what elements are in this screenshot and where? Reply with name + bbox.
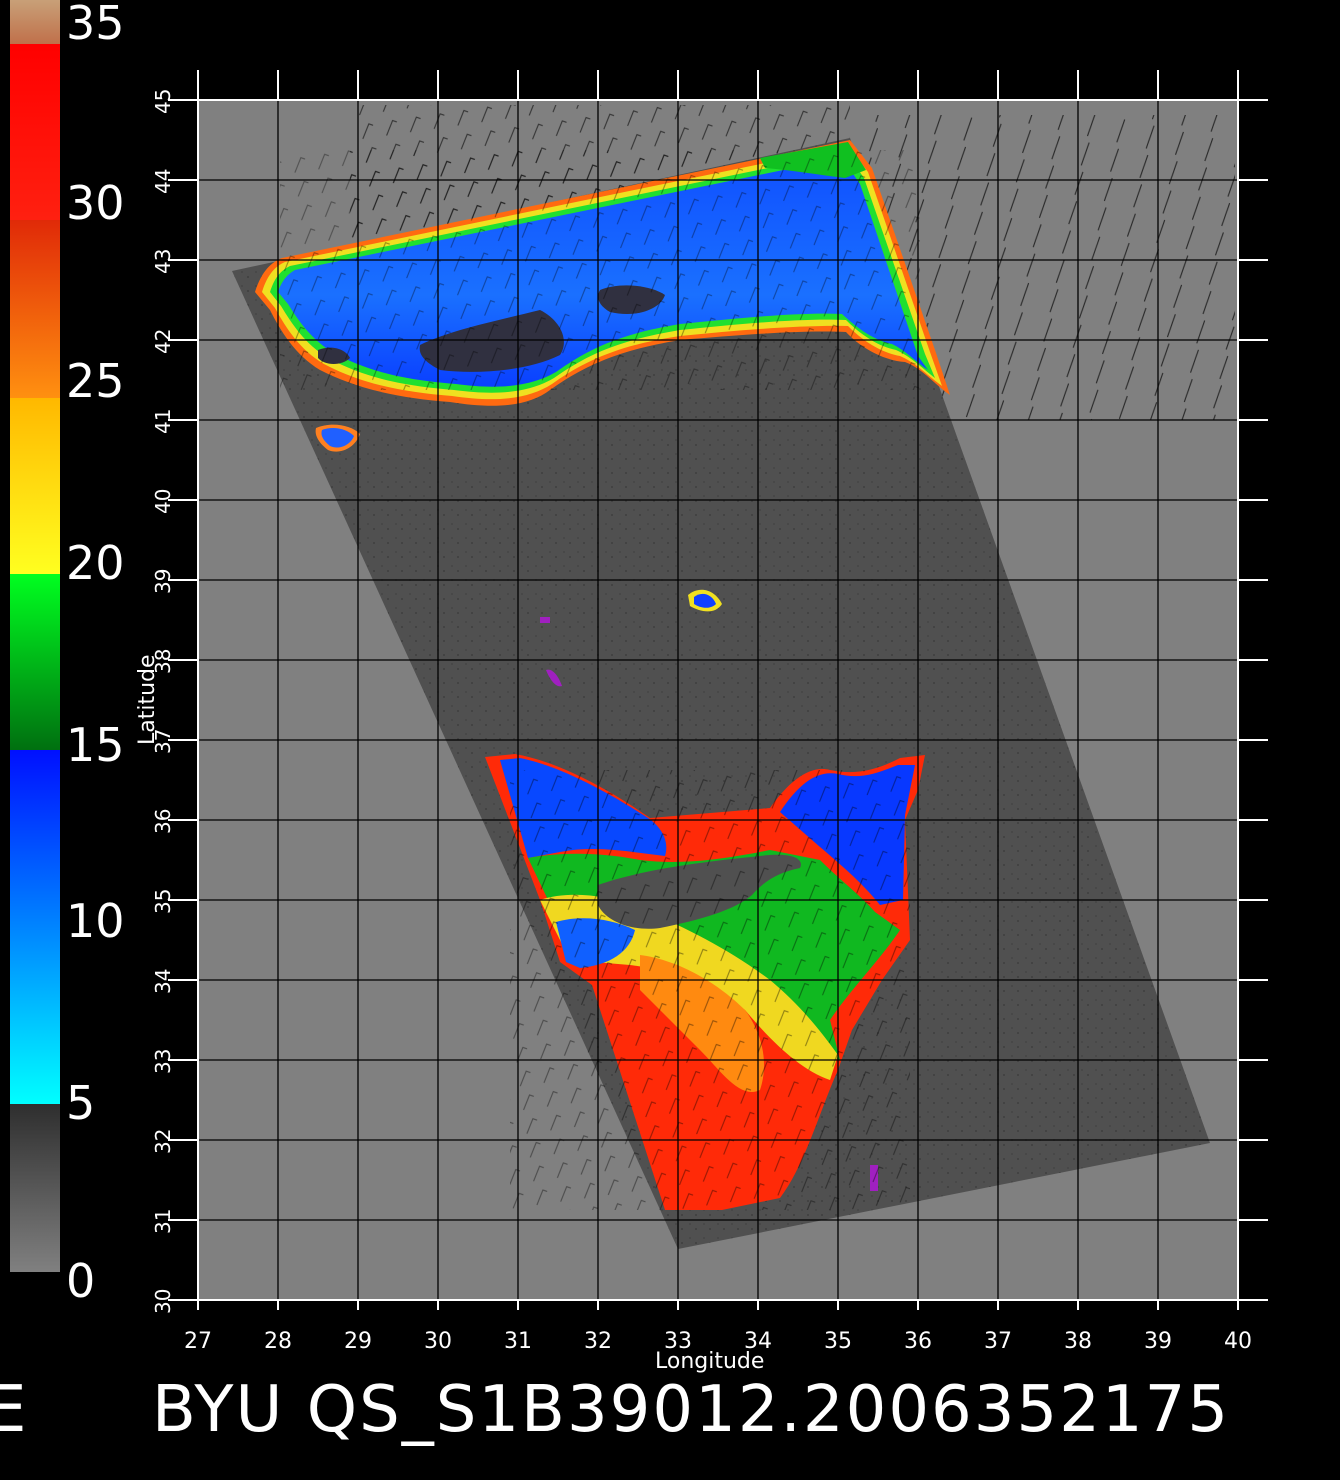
mediterranean-wind-field [485,754,925,1210]
lat-tick-label: 44 [151,169,175,194]
black-sea-barbs [280,150,920,390]
lon-tick-label: 37 [984,1329,1012,1354]
product-id-footer: E BYU QS_S1B39012.2006352175 [0,1370,1340,1450]
lon-tick-label: 30 [424,1329,452,1354]
lat-tick-label: 35 [151,889,175,914]
lon-tick-label: 33 [664,1329,692,1354]
lat-tick-label: 41 [151,409,175,434]
lat-tick-label: 40 [151,489,175,514]
lon-tick-label: 38 [1064,1329,1092,1354]
lon-tick-label: 29 [344,1329,372,1354]
lon-tick-label: 40 [1224,1329,1252,1354]
color-scale-label-35: 35 [66,0,125,50]
lat-lon-grid [198,100,1238,1300]
lat-tick-label: 38 [151,649,175,674]
lat-tick-label: 32 [151,1129,175,1154]
plot-area [198,100,1238,1300]
lon-tick-label: 27 [184,1329,212,1354]
lat-tick-label: 45 [151,89,175,114]
color-scale-label-5: 5 [66,1076,96,1130]
color-scale-label-10: 10 [66,894,125,948]
lat-tick-label: 34 [151,969,175,994]
product-id-text: BYU QS_S1B39012.2006352175 [152,1373,1231,1447]
lat-tick-label: 37 [151,729,175,754]
lon-tick-label: 31 [504,1329,532,1354]
latitude-tick-labels: 30 31 32 33 34 35 36 37 38 39 40 41 42 43 44 45 [151,89,175,1314]
lat-tick-label: 43 [151,249,175,274]
color-scale-label-20: 20 [66,536,125,590]
lat-tick-label: 31 [151,1209,175,1234]
mediterranean-barbs [510,770,910,1210]
map-frame [168,70,1268,1310]
color-scale-label-25: 25 [66,354,125,408]
lat-tick-label: 30 [151,1289,175,1314]
color-scale-bar [10,0,60,1272]
x-axis-title: Longitude [655,1349,764,1374]
lon-tick-label: 28 [264,1329,292,1354]
color-scale-label-15: 15 [66,718,125,772]
lon-tick-label: 34 [744,1329,772,1354]
lon-tick-label: 36 [904,1329,932,1354]
lat-tick-label: 33 [151,1049,175,1074]
map-frame-border [197,99,1239,1301]
color-scale-label-30: 30 [66,176,125,230]
lon-tick-label: 32 [584,1329,612,1354]
longitude-tick-labels: 27 28 29 30 31 32 33 34 35 36 37 38 39 40 [184,1329,1252,1354]
swath-speckle [232,138,1210,1249]
footer-fragment: E [0,1373,27,1447]
lat-tick-label: 39 [151,569,175,594]
lon-tick-label: 39 [1144,1329,1172,1354]
lat-tick-label: 36 [151,809,175,834]
black-sea-wind-field [255,140,950,406]
y-axis-title: Latitude [135,654,160,745]
color-scale-label-0: 0 [66,1254,96,1308]
lon-tick-label: 35 [824,1329,852,1354]
lat-tick-label: 42 [151,329,175,354]
